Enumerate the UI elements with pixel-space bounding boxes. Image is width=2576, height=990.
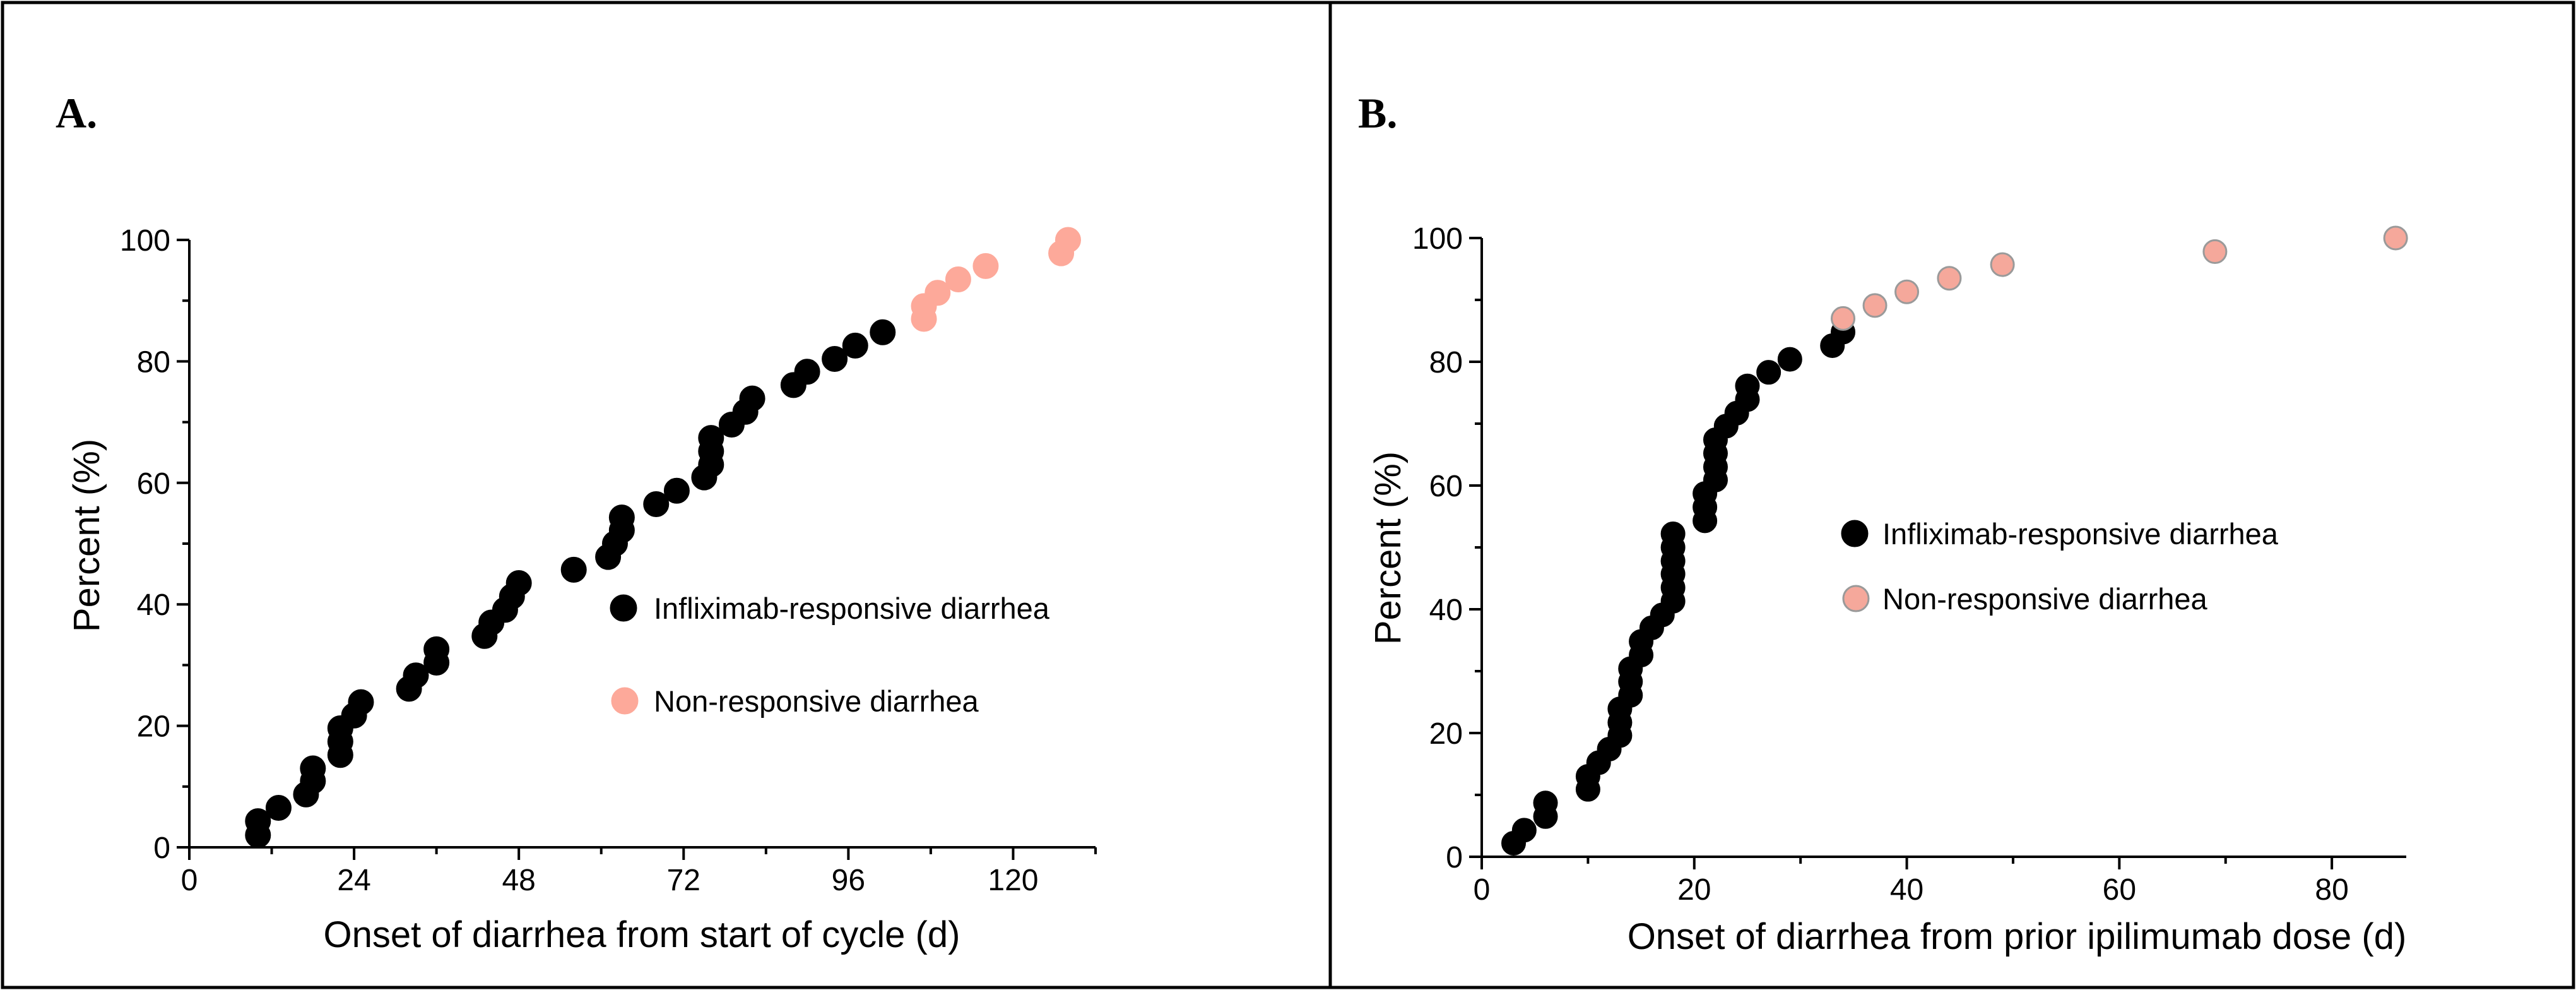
panel-a-label: A. [56,89,97,137]
panel-a-y-tick-label: 60 [137,467,170,501]
panel-a-responsive-point [663,477,690,504]
panel-b-y-tick-label: 20 [1429,717,1463,751]
panel-a-y-tick-label: 100 [120,224,170,258]
panel-a-responsive-point [698,425,724,451]
panel-b-nonresponsive-point [2202,239,2228,265]
panel-a-y-axis-title: Percent (%) [66,439,107,632]
panel-a-responsive-point [794,359,820,385]
panel-a-responsive-point [842,332,868,359]
panel-b-responsive-point [1777,347,1802,372]
panel-a-x-tick-label: 48 [502,864,535,897]
panel-b-legend-label-responsive: Infliximab-responsive diarrhea [1882,517,2279,551]
panel-a-legend-marker-nonresponsive [611,687,639,715]
panel-b-points [1501,225,2408,856]
panel-a-legend-label-nonresponsive: Non-responsive diarrhea [654,684,979,718]
panel-b-nonresponsive-point [1862,293,1888,318]
panel-b-x-tick-label: 60 [2103,873,2136,907]
panel-a-responsive-point [265,794,292,821]
panel-b-x-tick-label: 40 [1890,873,1923,907]
panel-a-x-axis-title: Onset of diarrhea from start of cycle (d… [324,914,960,955]
panel-a-nonresponsive-point [1055,227,1081,253]
panel-b-nonresponsive-point [2383,225,2408,251]
panel-a: A. 0 24 48 72 96 120 0 20 40 60 80 100 Onset of dia… [56,89,1097,955]
panel-a-responsive-point [608,504,635,531]
panel-b-nonresponsive-point [1937,266,1962,291]
panel-a-responsive-point [822,346,848,373]
panel-a-x-tick-label: 120 [988,864,1038,897]
panel-b-label: B. [1358,89,1397,137]
panel-b-legend-marker-nonresponsive [1842,585,1870,612]
panel-b-y-tick-label: 0 [1446,841,1463,874]
panel-a-nonresponsive-point [972,253,999,279]
panel-a-legend-marker-responsive [610,594,637,622]
panel-a-legend-label-responsive: Infliximab-responsive diarrhea [654,592,1050,625]
panel-b-responsive-point [1756,360,1781,385]
panel-b-legend-marker-responsive [1841,520,1869,547]
panel-a-x-tick-label: 96 [832,864,865,897]
panel-a-x-tick-label: 24 [337,864,370,897]
panel-b-nonresponsive-point [1894,279,1920,304]
panel-a-responsive-point [403,662,429,689]
panel-a-responsive-point [505,570,532,597]
panel-b-axes: 0 20 40 60 80 0 20 40 60 80 100 [1412,222,2406,907]
panel-b-y-tick-label: 40 [1429,593,1463,627]
panel-a-x-tick-label: 0 [181,864,198,897]
panel-a-nonresponsive-point [925,280,951,306]
panel-a-responsive-point [348,689,374,715]
panel-b-legend-label-nonresponsive: Non-responsive diarrhea [1882,582,2208,616]
panel-a-x-tick-label: 72 [667,864,700,897]
panel-b-responsive-point [1660,521,1686,546]
panel-a-y-tick-label: 40 [137,588,170,622]
panel-a-responsive-point [423,636,450,662]
panel-a-responsive-point [870,319,896,345]
panel-b: B. 0 20 40 60 80 0 20 40 60 80 100 Onset of diarrh… [1358,89,2408,957]
panel-a-axes: 0 24 48 72 96 120 0 20 40 60 80 100 [120,224,1097,897]
panel-a-nonresponsive-point [945,266,971,293]
panel-b-responsive-point [1533,790,1558,816]
panel-b-legend: Infliximab-responsive diarrhea Non-respo… [1841,517,2279,616]
panel-b-x-axis-title: Onset of diarrhea from prior ipilimumab … [1628,916,2407,957]
panel-a-points [245,227,1081,849]
panel-b-y-tick-label: 100 [1412,222,1463,256]
panel-a-responsive-point [245,808,271,835]
panel-b-y-tick-label: 80 [1429,346,1463,379]
panel-a-responsive-point [739,385,765,412]
panel-b-x-tick-label: 0 [1474,873,1491,907]
panel-b-y-tick-label: 60 [1429,470,1463,503]
panel-a-responsive-point [300,755,326,782]
panel-b-nonresponsive-point [1990,252,2015,277]
panel-b-x-tick-label: 20 [1677,873,1711,907]
panel-a-responsive-point [643,491,670,517]
panel-b-y-axis-title: Percent (%) [1368,451,1409,645]
panel-b-responsive-point [1735,373,1760,398]
panel-b-nonresponsive-point [1831,306,1856,331]
panel-a-y-tick-label: 20 [137,710,170,744]
panel-b-responsive-point [1511,818,1537,843]
panel-a-responsive-point [560,556,587,583]
panel-a-y-tick-label: 80 [137,345,170,379]
panel-a-legend: Infliximab-responsive diarrhea Non-respo… [610,592,1050,718]
panel-a-y-tick-label: 0 [153,832,170,865]
panel-b-x-tick-label: 80 [2315,873,2348,907]
